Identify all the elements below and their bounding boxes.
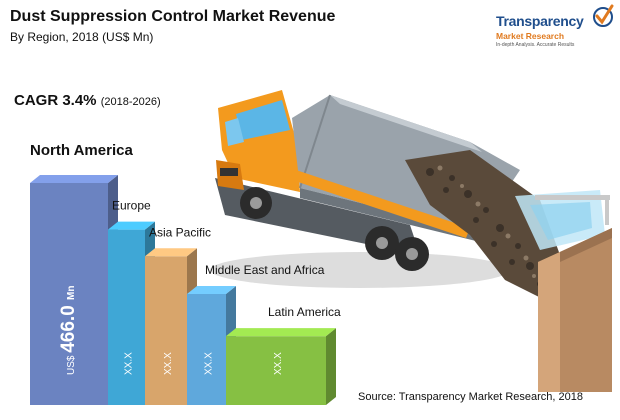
bar-north-america: US$ 466.0 Mn (30, 175, 118, 405)
bar-value-label: XX.X (204, 352, 215, 375)
bar-front (187, 294, 226, 405)
chart-subtitle: By Region, 2018 (US$ Mn) (10, 30, 154, 44)
source-note: Source: Transparency Market Research, 20… (358, 391, 584, 403)
bar-top (187, 286, 236, 294)
category-label-asia-pacific: Asia Pacific (149, 225, 211, 239)
category-labels: North America Europe Asia Pacific Middle Ea… (30, 142, 341, 319)
bar-value-label: XX.X (163, 352, 174, 375)
bar-asia-pacific: XX.X (145, 248, 197, 405)
cagr-annotation: CAGR 3.4% (2018-2026) (14, 92, 161, 109)
bar-top (145, 248, 197, 257)
cagr-period: (2018-2026) (100, 96, 161, 108)
bar-chart: US$ 466.0 Mn XX.X XX.X XX.X XX.X (30, 175, 336, 405)
bar-value-label: XX.X (124, 352, 135, 375)
logo-tagline: In-depth Analysis. Accurate Results (496, 42, 575, 48)
bar-top (108, 221, 155, 230)
bar-top (226, 328, 336, 337)
bar-front (108, 229, 145, 405)
cagr-value: CAGR 3.4% (14, 92, 97, 109)
bar-front (226, 336, 326, 405)
logo-brand: Transparency (496, 13, 584, 29)
bar-side (326, 328, 336, 405)
brand-logo: Transparency Market Research In-depth An… (496, 4, 614, 50)
bar-value-label: US$ 466.0 Mn (58, 285, 79, 375)
logo-check-icon (593, 4, 614, 27)
category-label-latin-america: Latin America (268, 305, 341, 319)
bar-value-label: XX.X (273, 352, 284, 375)
logo-subtitle: Market Research (496, 31, 565, 41)
category-label-north-america: North America (30, 142, 133, 159)
chart-title: Dust Suppression Control Market Revenue (10, 8, 336, 25)
dump-truck-illustration (210, 90, 612, 392)
category-label-middle-east-and-africa: Middle East and Africa (205, 263, 325, 277)
bar-top (30, 175, 118, 183)
bar-front (145, 256, 187, 405)
bar-front (30, 183, 108, 405)
bar-latin-america: XX.X (226, 328, 336, 405)
category-label-europe: Europe (112, 199, 151, 213)
